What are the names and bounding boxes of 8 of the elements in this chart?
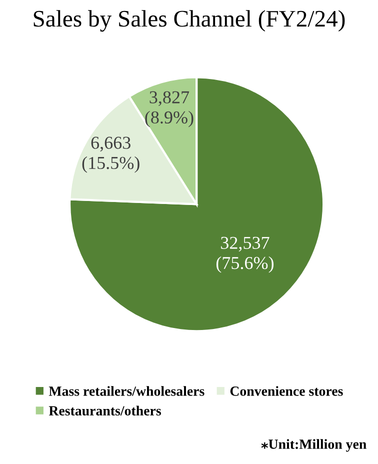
legend-label: Mass retailers/wholesalers [48,386,204,396]
legend-label: Restaurants/others [48,406,161,416]
data-label: 6,663 (15.5%) [82,136,140,173]
text: ⁎Unit:Million yen [261,439,366,452]
data-label: 32,537 (75.6%) [216,236,274,273]
data-label: 3,827 (8.9%) [145,91,194,128]
chart-title: Sales by Sales Channel (FY2/24) [34,10,345,32]
legend-label: Convenience stores [230,386,343,396]
